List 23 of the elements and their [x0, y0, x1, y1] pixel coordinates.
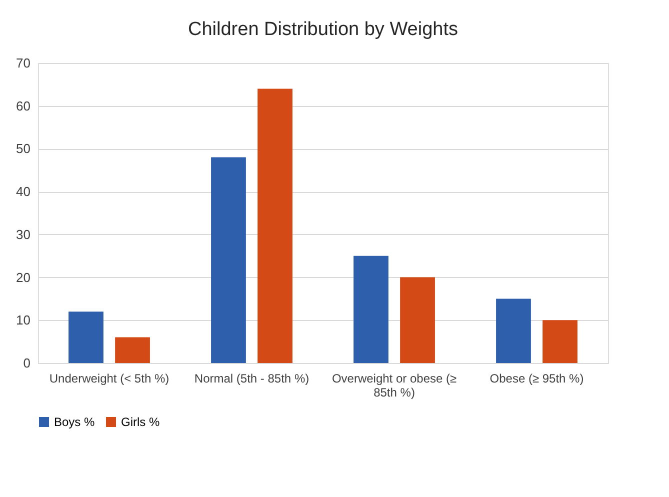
x-tick-label: Normal (5th - 85th %)	[194, 372, 310, 386]
y-tick-label: 40	[16, 184, 30, 200]
y-tick-label: 70	[16, 56, 30, 70]
bar	[115, 337, 150, 363]
bar	[542, 320, 578, 363]
y-tick-label: 20	[16, 270, 30, 285]
y-tick-label: 0	[23, 356, 30, 370]
y-tick-label: 60	[16, 98, 30, 114]
legend-label: Boys %	[54, 415, 96, 429]
x-tick-label: Obese (≥ 95th %)	[490, 372, 584, 386]
bar	[400, 277, 435, 363]
bar	[68, 312, 104, 363]
y-tick-label: 50	[16, 141, 30, 156]
bar	[354, 256, 388, 363]
bar	[496, 298, 531, 363]
legend-label: Girls %	[121, 415, 160, 429]
y-tick-label: 10	[16, 312, 30, 328]
bar	[211, 157, 246, 363]
y-tick-label: 30	[16, 226, 30, 242]
x-tick-label: Underweight (< 5th %)	[49, 372, 170, 386]
bar	[258, 88, 292, 363]
x-tick-label: Overweight or obese (≥ 85th %)	[332, 372, 457, 400]
chart-title: Children Distribution by Weights	[188, 19, 458, 40]
